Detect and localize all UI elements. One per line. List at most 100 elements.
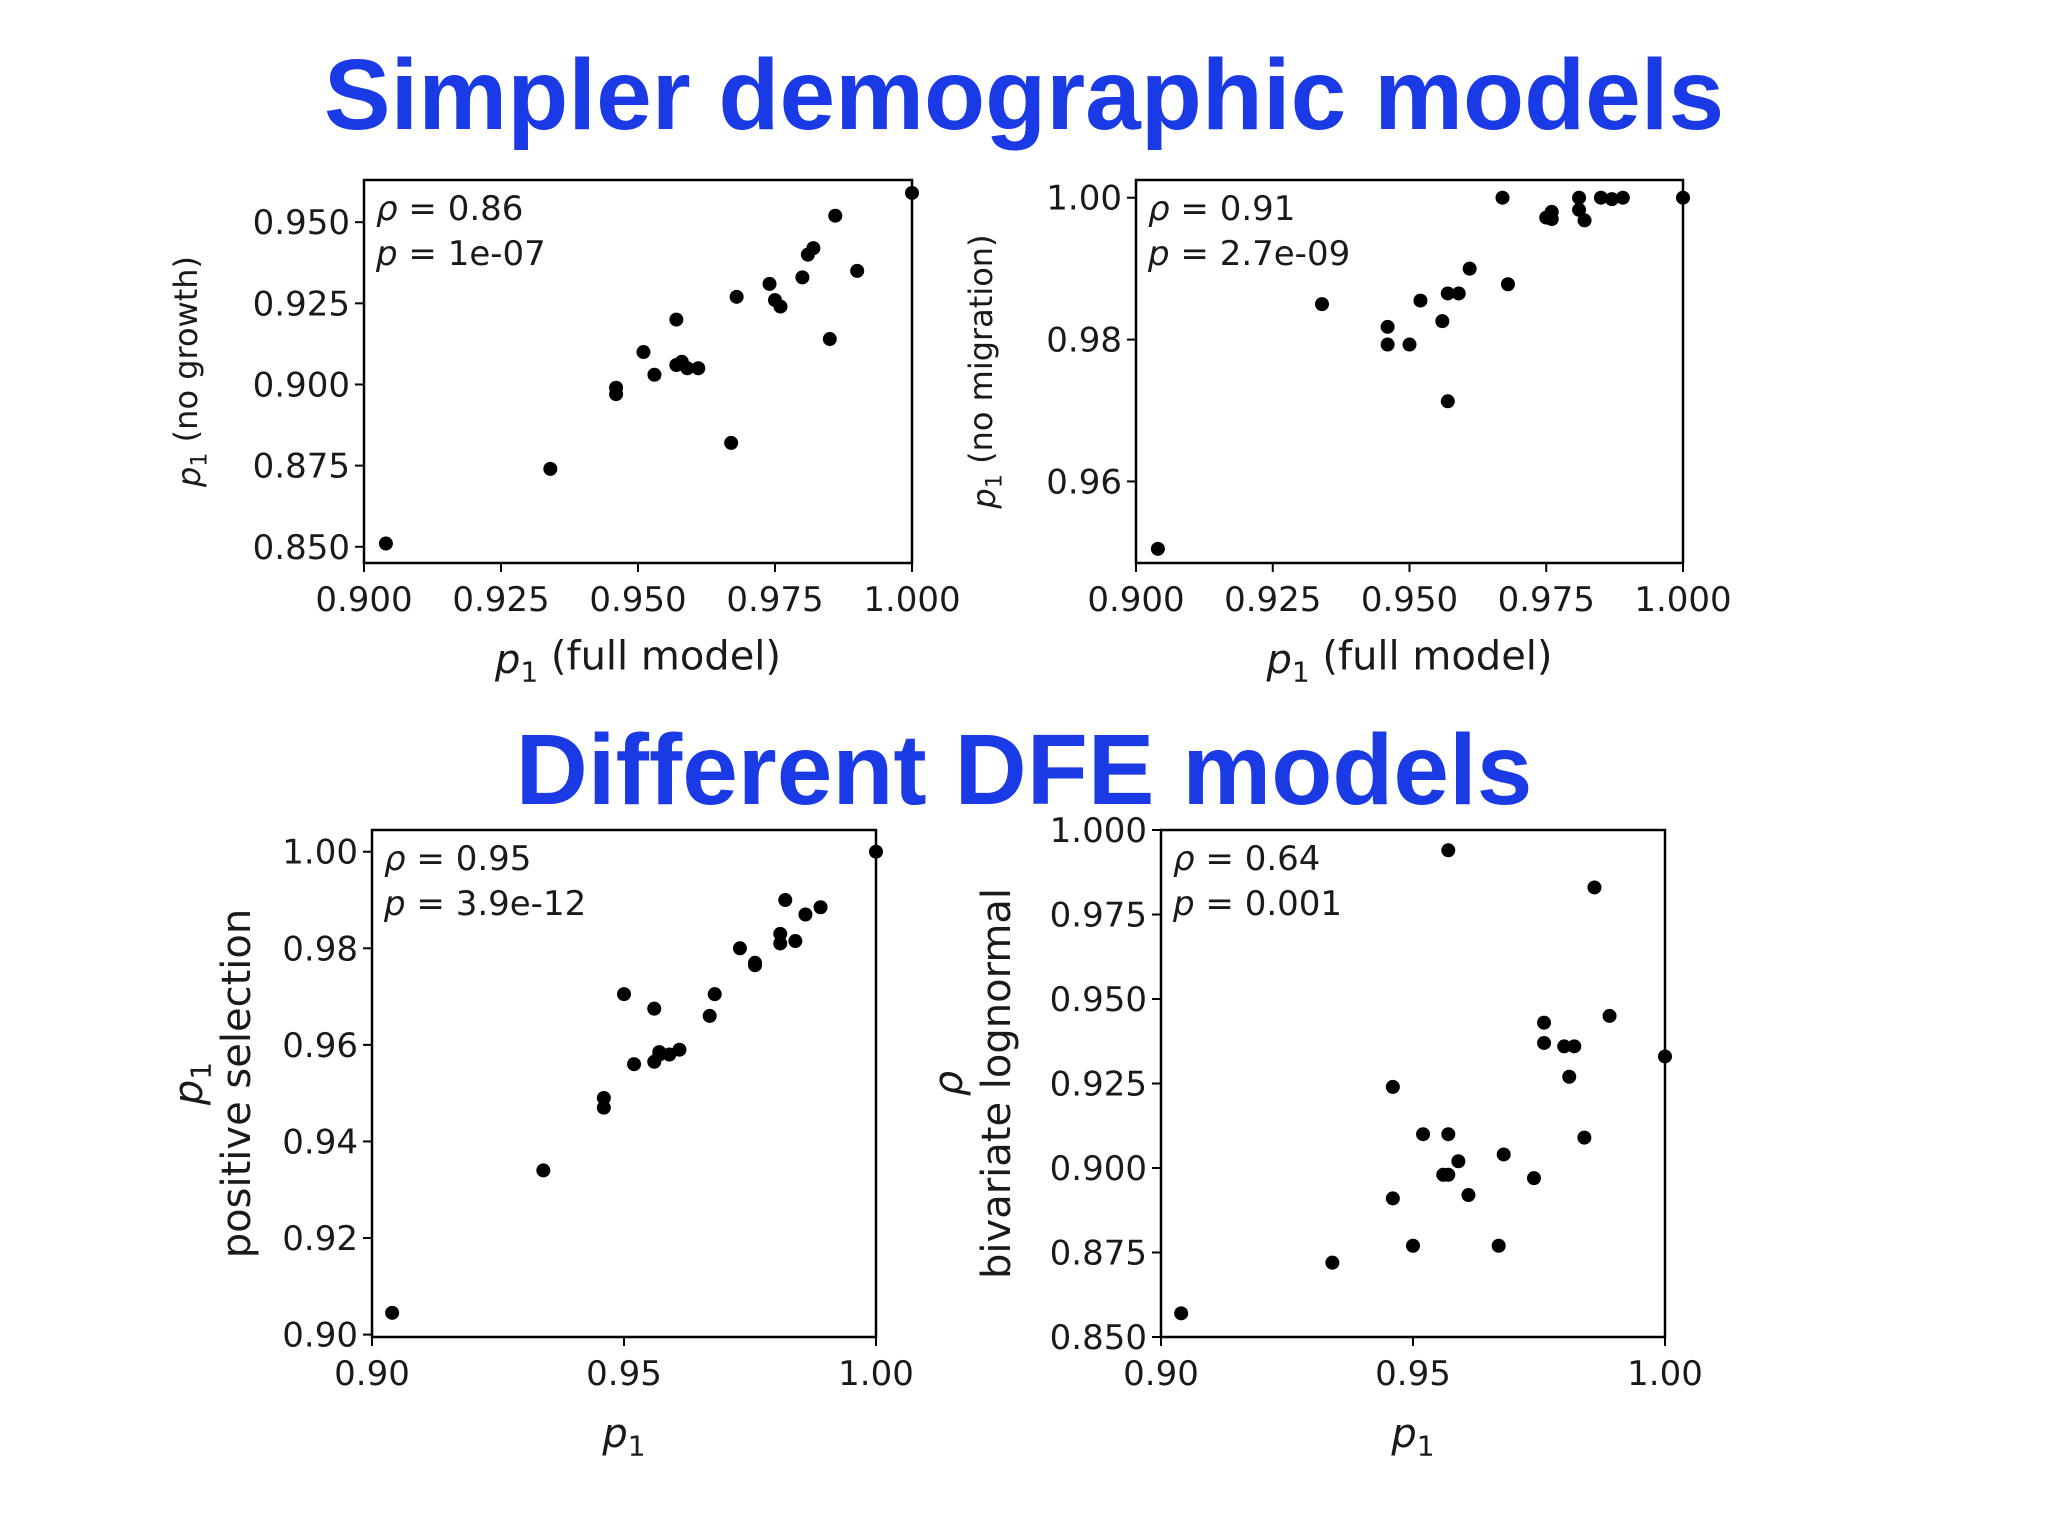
data-point [773, 299, 788, 314]
y-tick-label: 0.950 [253, 203, 350, 243]
data-point [536, 1163, 551, 1178]
x-tick-label: 0.975 [726, 580, 823, 620]
correlation-annotation: ρ = 0.86 [376, 189, 523, 229]
data-point [778, 893, 793, 908]
scatter-chart-1: 0.900 0.925 0.950 0.975 1.000 0.850 0.875 0.900… [167, 178, 961, 688]
data-point [1451, 286, 1466, 301]
data-point [1385, 1079, 1400, 1094]
data-point [729, 289, 744, 304]
correlation-annotation: ρ = 0.64 [1173, 839, 1320, 879]
data-point [1593, 190, 1608, 205]
data-point [1572, 190, 1587, 205]
data-point [1577, 213, 1592, 228]
data-point [1602, 1008, 1617, 1023]
data-point [385, 1305, 400, 1320]
data-point [1380, 319, 1395, 334]
data-point [1577, 1130, 1592, 1145]
y-tick-label: 0.925 [253, 284, 350, 324]
data-point [748, 958, 763, 973]
data-point [702, 1008, 717, 1023]
x-axis-label: p1 [601, 1411, 645, 1462]
data-point [724, 435, 739, 450]
data-point [1441, 1167, 1456, 1182]
y-tick-label: 1.000 [1050, 811, 1147, 851]
data-point [596, 1090, 611, 1105]
x-tick-label: 1.000 [863, 580, 960, 620]
data-point [813, 900, 828, 915]
data-point [707, 987, 722, 1002]
data-point [1557, 1039, 1572, 1054]
data-point [617, 987, 631, 1002]
x-tick-label: 0.950 [1361, 580, 1458, 620]
data-point [773, 926, 788, 941]
data-point [1537, 1015, 1552, 1030]
data-point [1380, 337, 1395, 352]
p-value-annotation: p = 1e-07 [375, 234, 546, 274]
y-axis-label: p1 (no migration) [962, 234, 1008, 509]
y-axis-label: bivariate lognormal [974, 888, 1020, 1279]
data-point [850, 263, 865, 278]
y-axis-label: p1 (no growth) [167, 256, 213, 488]
y-tick-label: 0.98 [1046, 321, 1122, 361]
p-value-annotation: p = 3.9e-12 [383, 884, 586, 924]
data-point [1451, 1154, 1466, 1169]
y-tick-label: 0.875 [253, 447, 350, 487]
x-tick-label: 0.900 [1087, 580, 1184, 620]
data-point [647, 367, 662, 382]
data-point [1325, 1255, 1340, 1270]
y-tick-label: 0.92 [282, 1219, 358, 1259]
p-value-annotation: p = 0.001 [1172, 884, 1342, 924]
data-point [1461, 1188, 1476, 1203]
p-value-annotation: p = 2.7e-09 [1147, 234, 1350, 274]
data-point [1435, 314, 1450, 329]
y-tick-label: 0.900 [253, 365, 350, 405]
x-tick-label: 1.00 [1627, 1354, 1703, 1394]
data-point [1572, 202, 1587, 217]
y-axis-label-symbol: ρ [926, 1071, 972, 1096]
data-point [1537, 1035, 1552, 1050]
heading-different-dfe-models: Different DFE models [515, 714, 1533, 826]
scatter-chart-3: 0.90 0.95 1.00 0.90 0.92 0.94 0.96 0.98 1.00 p1 p1… [166, 828, 914, 1462]
data-point [647, 1001, 662, 1016]
x-tick-label: 0.975 [1498, 580, 1595, 620]
y-tick-label: 0.875 [1050, 1234, 1147, 1274]
data-point [1495, 190, 1510, 205]
data-point [378, 536, 393, 551]
y-axis-label-symbol: p1 [166, 1062, 217, 1106]
data-point [1604, 192, 1619, 207]
data-point [1658, 1049, 1672, 1064]
data-point [609, 380, 624, 395]
data-point [1174, 1306, 1189, 1321]
y-tick-label: 0.975 [1050, 896, 1147, 936]
x-tick-label: 0.950 [589, 580, 686, 620]
y-tick-label: 1.00 [1046, 179, 1122, 219]
data-point [1441, 1127, 1456, 1142]
data-point [1544, 212, 1559, 227]
data-point [788, 934, 803, 949]
scatter-chart-4: 0.90 0.95 1.00 0.850 0.875 0.900 0.925 0.950 0.9… [926, 811, 1703, 1462]
data-point [806, 241, 821, 256]
data-point [1441, 843, 1456, 858]
y-tick-label: 0.90 [282, 1316, 358, 1356]
data-point [732, 941, 747, 956]
y-tick-label: 0.925 [1050, 1065, 1147, 1105]
data-point [1385, 1191, 1400, 1206]
data-point [773, 936, 788, 951]
data-point [672, 1042, 687, 1057]
x-tick-label: 0.925 [452, 580, 549, 620]
data-point [1440, 286, 1455, 301]
data-point [680, 361, 695, 376]
data-point [1440, 394, 1455, 409]
data-point [1500, 277, 1515, 292]
data-point [1562, 1069, 1577, 1084]
x-tick-label: 0.95 [586, 1354, 662, 1394]
data-point [1491, 1238, 1506, 1253]
x-tick-label: 1.00 [838, 1354, 914, 1394]
x-tick-label: 0.925 [1224, 580, 1321, 620]
data-point [905, 185, 919, 200]
data-point [822, 332, 837, 347]
data-point [1615, 190, 1630, 205]
data-point [798, 907, 813, 922]
y-tick-label: 0.94 [282, 1122, 358, 1162]
